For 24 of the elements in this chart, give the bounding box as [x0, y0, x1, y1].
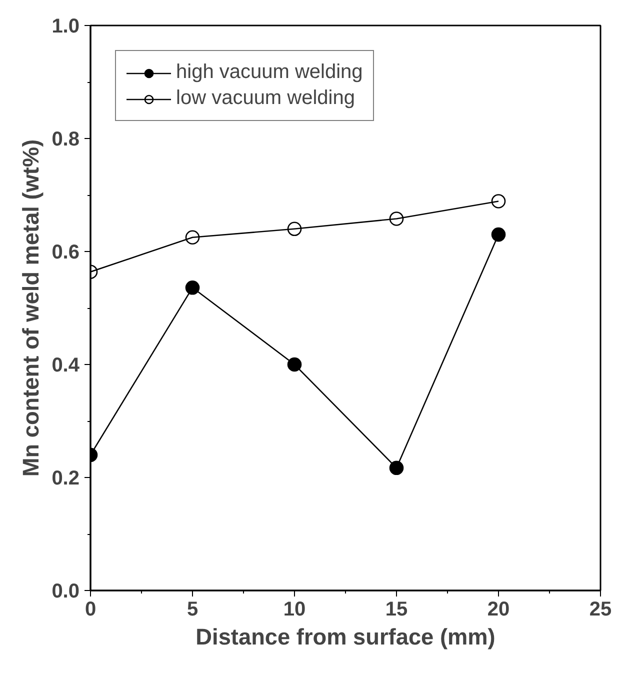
y-axis-title: Mn content of weld metal (wt%) [18, 139, 44, 477]
point [491, 194, 506, 208]
point [287, 222, 302, 236]
y-tick-label: 0.6 [52, 242, 80, 264]
y-tick-label: 0.8 [52, 128, 80, 150]
x-tick-label: 20 [487, 598, 510, 620]
x-tick-label: 0 [84, 598, 96, 620]
y-tick-label: 0.4 [52, 354, 80, 376]
x-tick-label: 5 [186, 598, 198, 620]
point [185, 230, 200, 245]
point [185, 280, 200, 295]
x-tick-label: 25 [589, 598, 612, 620]
point [389, 460, 404, 476]
legend-label: high vacuum welding [176, 61, 363, 84]
point [389, 212, 404, 226]
y-tick-label: 0.0 [52, 580, 80, 602]
point [491, 227, 506, 242]
y-tick-label: 0.2 [52, 468, 80, 490]
point [287, 357, 302, 372]
legend-label: low vacuum welding [176, 87, 355, 110]
y-tick-label: 1.0 [52, 16, 80, 38]
x-tick-label: 15 [385, 598, 408, 620]
x-axis-title: Distance from surface (mm) [196, 624, 496, 650]
x-tick-label: 10 [283, 598, 306, 620]
